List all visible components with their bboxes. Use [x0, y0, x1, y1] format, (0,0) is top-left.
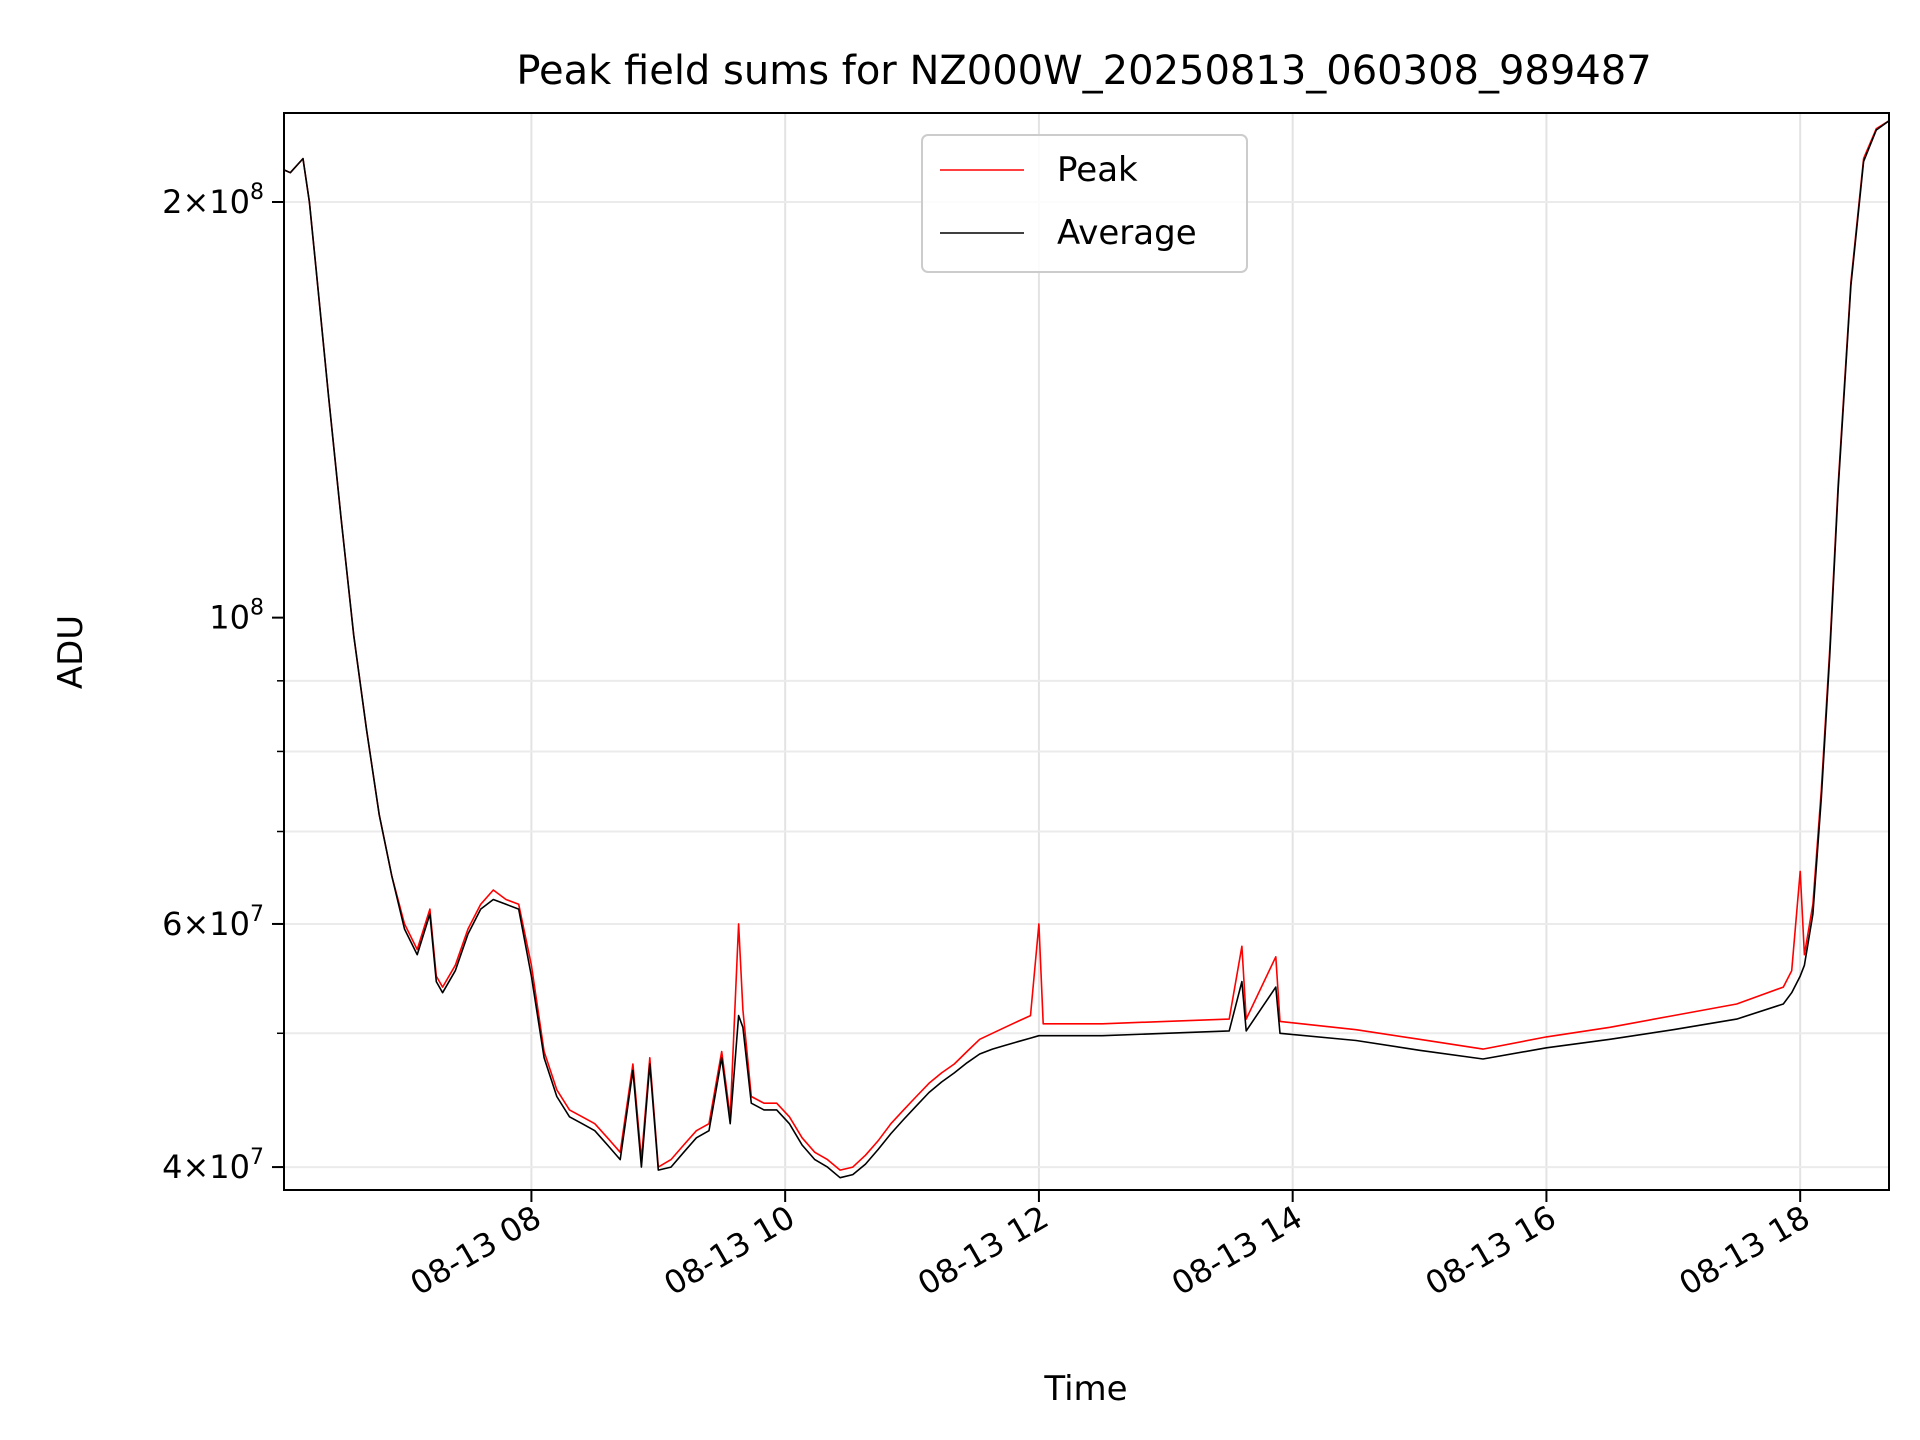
y-tick-base: 10 [209, 183, 250, 221]
y-tick-label: 2×108 [162, 180, 264, 221]
y-tick-label: 6×107 [162, 902, 264, 943]
chart-title: Peak field sums for NZ000W_20250813_0603… [516, 48, 1651, 94]
y-tick-times: × [182, 905, 209, 943]
grid [284, 113, 1889, 1190]
y-tick-mantissa: 4 [162, 1148, 182, 1186]
y-tick-base: 10 [209, 599, 250, 637]
series-line-peak [283, 120, 1890, 1171]
y-tick-label: 108 [209, 596, 264, 637]
y-tick-label: 4×107 [162, 1145, 264, 1186]
series-line-average [283, 120, 1890, 1179]
y-tick-times: × [182, 1148, 209, 1186]
legend: Peak Average [921, 134, 1248, 273]
legend-label-average: Average [1057, 213, 1197, 253]
y-tick-exponent: 7 [250, 902, 264, 927]
plot-series [283, 120, 1890, 1179]
y-tick-times: × [182, 183, 209, 221]
y-tick-base: 10 [209, 905, 250, 943]
y-tick-exponent: 8 [250, 596, 264, 621]
y-axis-label: ADU [51, 615, 91, 689]
y-tick-mantissa: 6 [162, 905, 182, 943]
y-tick-mantissa: 2 [162, 183, 182, 221]
x-axis-label: Time [1043, 1369, 1127, 1409]
axes-frame [283, 112, 1890, 1191]
y-tick-exponent: 7 [250, 1145, 264, 1170]
y-tick-base: 10 [209, 1148, 250, 1186]
legend-label-peak: Peak [1057, 150, 1138, 190]
y-tick-exponent: 8 [250, 180, 264, 205]
